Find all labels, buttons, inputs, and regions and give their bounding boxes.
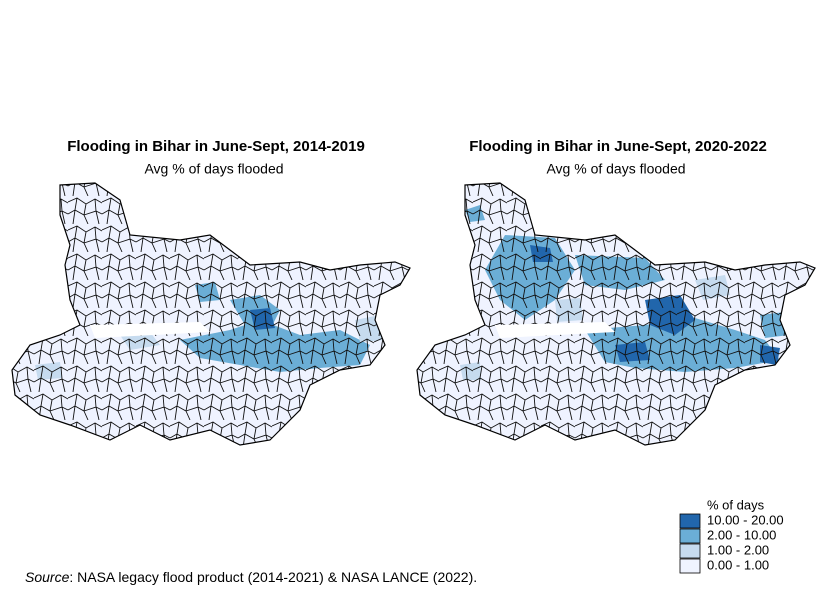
legend: % of days 10.00 - 20.002.00 - 10.001.00 … [679, 497, 784, 574]
map-left [11, 182, 411, 446]
source-note: Source: NASA legacy flood product (2014-… [25, 569, 477, 585]
legend-swatch [679, 543, 701, 559]
legend-label: 10.00 - 20.00 [707, 512, 784, 527]
legend-title: % of days [707, 497, 765, 512]
source-text: : NASA legacy flood product (2014-2021) … [69, 569, 477, 585]
legend-label: 1.00 - 2.00 [707, 542, 769, 557]
source-label: Source [25, 569, 70, 585]
legend-label: 0.00 - 1.00 [707, 557, 769, 572]
legend-swatch [679, 558, 701, 574]
legend-swatch [679, 513, 701, 529]
legend-label: 2.00 - 10.00 [707, 527, 776, 542]
map-right [416, 182, 816, 446]
map-title: Flooding in Bihar in June-Sept, 2020-202… [469, 138, 767, 155]
map-title: Flooding in Bihar in June-Sept, 2014-201… [67, 138, 365, 155]
map-subtitle: Avg % of days flooded [144, 161, 283, 177]
map-subtitle: Avg % of days flooded [546, 161, 685, 177]
legend-swatch [679, 528, 701, 544]
